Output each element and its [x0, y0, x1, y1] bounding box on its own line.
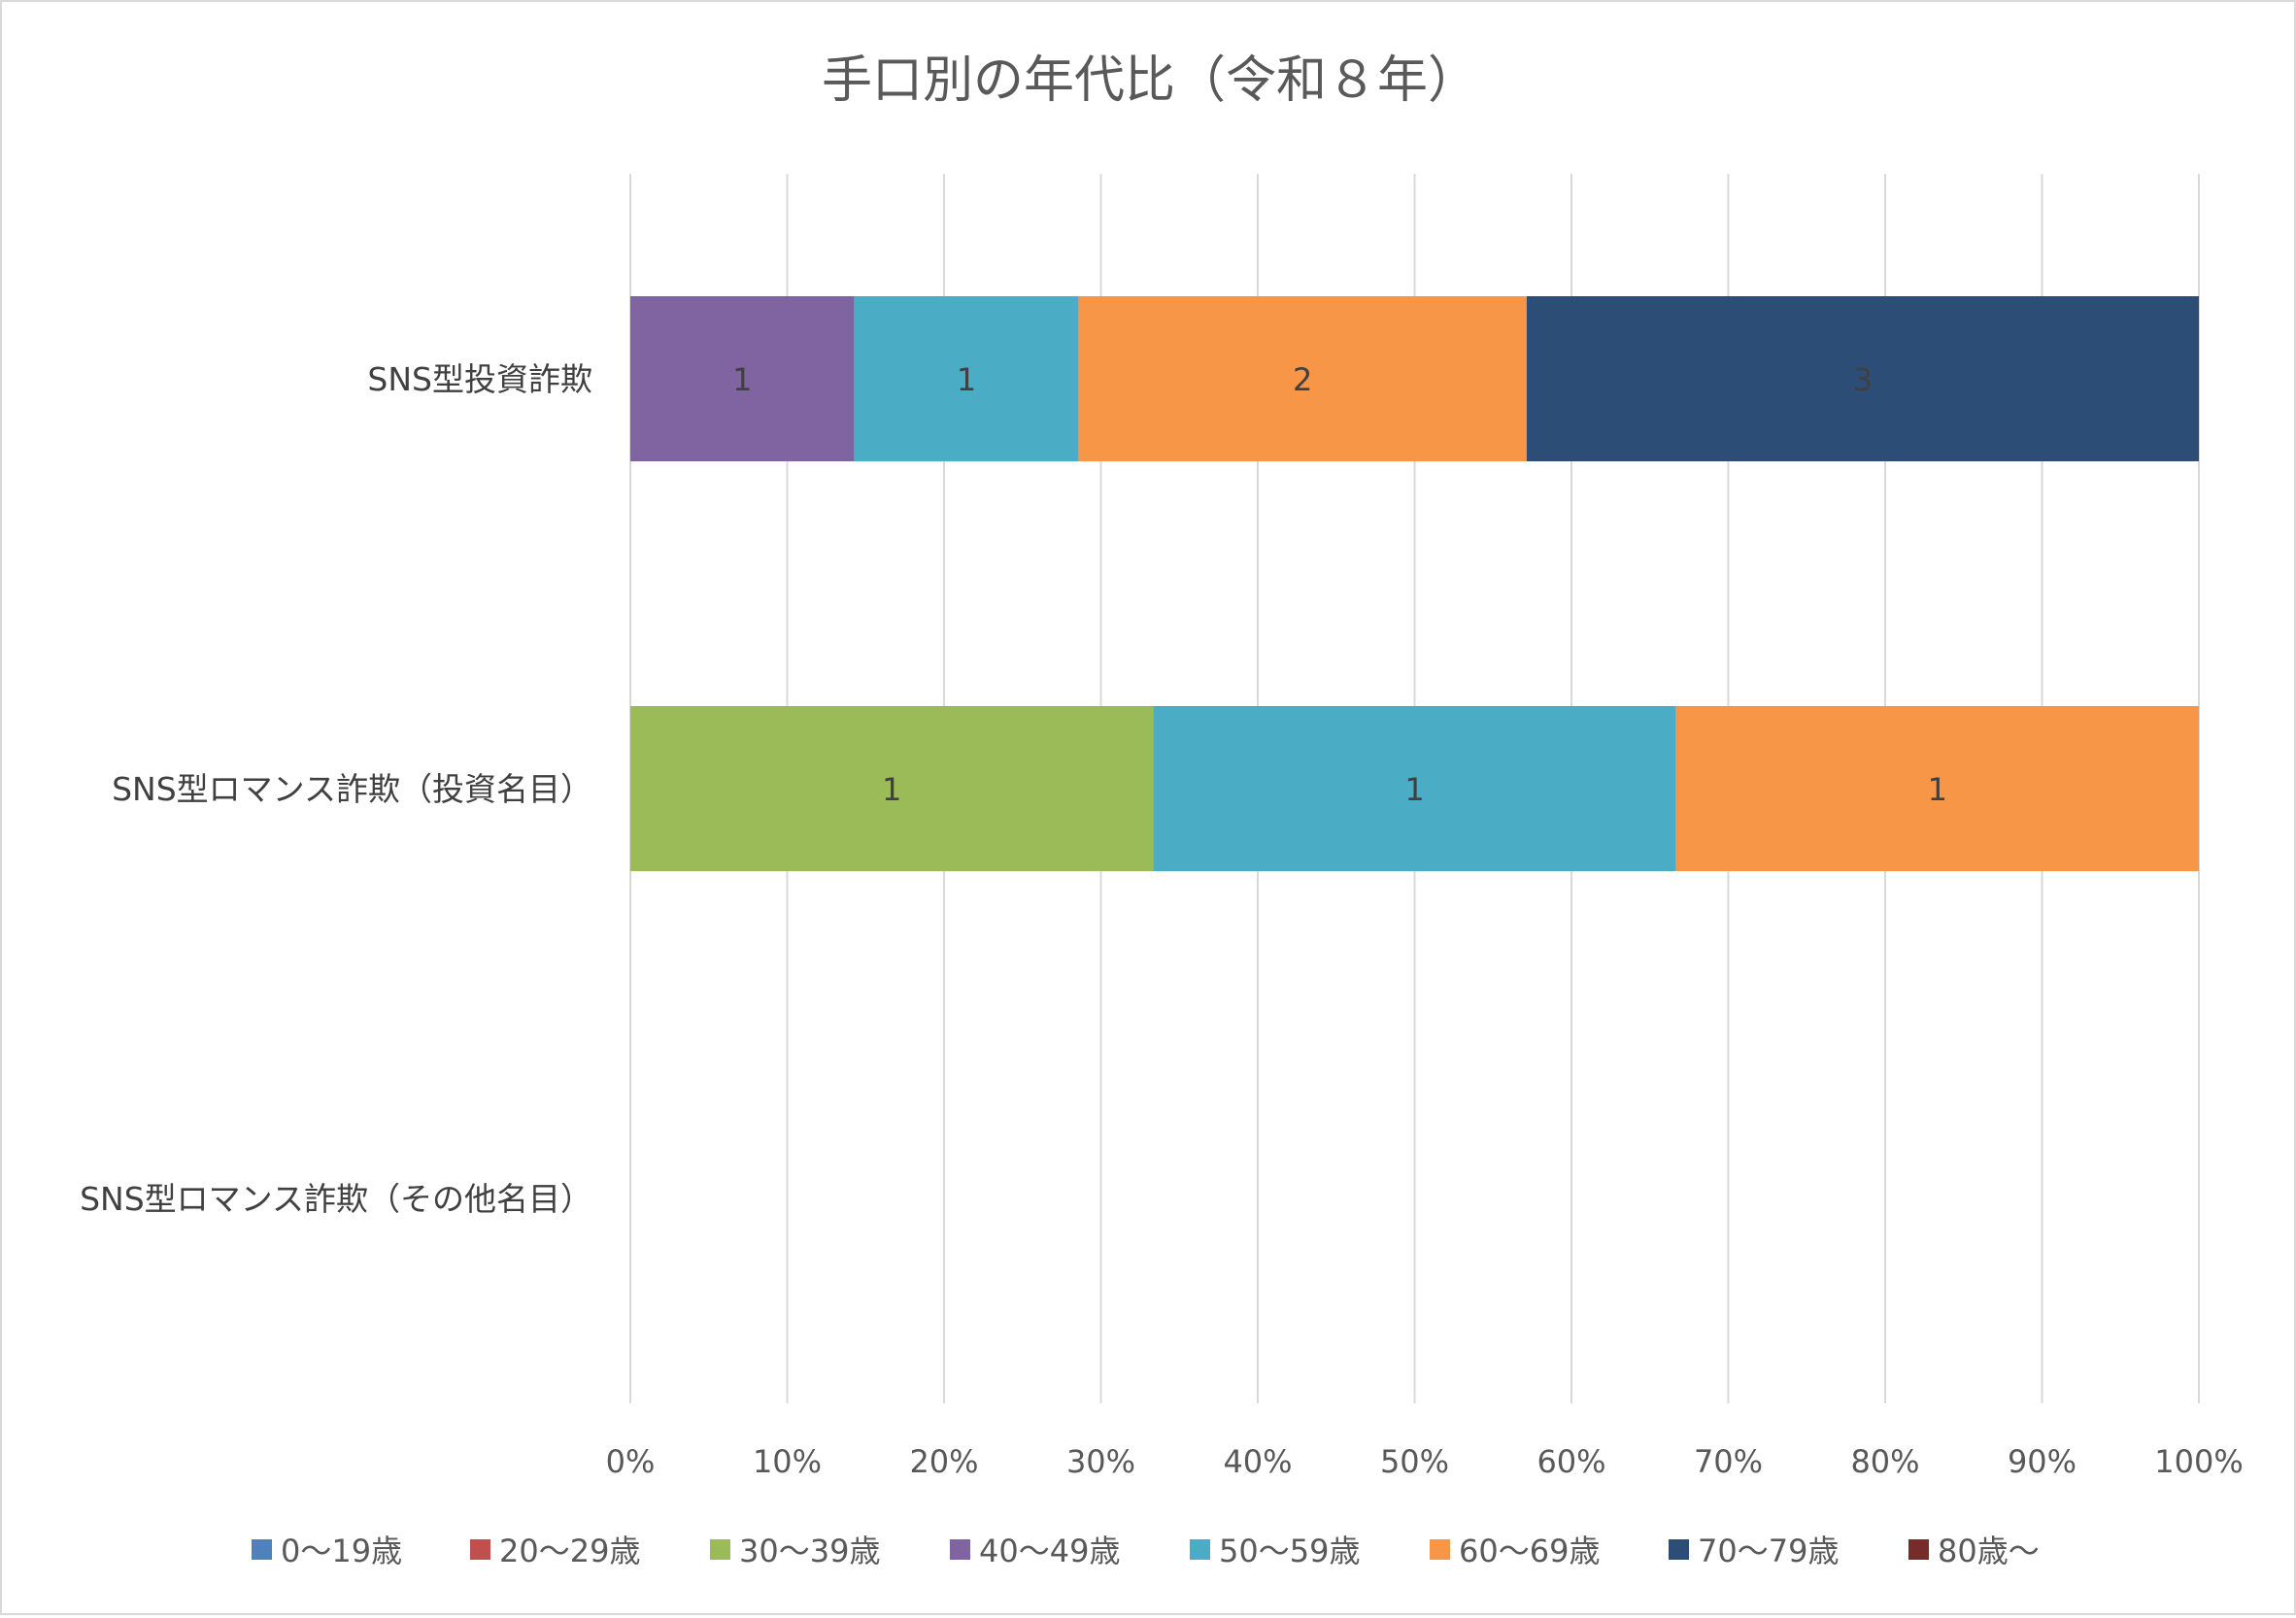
- legend-label: 20～29歳: [499, 1533, 640, 1569]
- legend-label: 80歳～: [1938, 1533, 2040, 1569]
- x-tick-label: 40%: [1223, 1443, 1292, 1480]
- category-labels: SNS型投資詐欺 SNS型ロマンス詐欺（投資名目） SNS型ロマンス詐欺（その他名目…: [80, 360, 592, 1218]
- bar-segment: [630, 296, 855, 461]
- x-tick-label: 80%: [1850, 1443, 1919, 1480]
- legend-label: 30～39歳: [739, 1533, 880, 1569]
- legend-swatch: [1430, 1539, 1450, 1560]
- legend-swatch: [1908, 1539, 1929, 1560]
- legend-label: 0～19歳: [281, 1533, 402, 1569]
- category-label: SNS型ロマンス詐欺（その他名目）: [80, 1180, 592, 1218]
- data-label: 1: [957, 361, 976, 398]
- x-tick-label: 10%: [753, 1443, 822, 1480]
- bar-segment: [1153, 706, 1676, 871]
- x-tick-label: 100%: [2154, 1443, 2243, 1480]
- bar-segment: [1078, 296, 1527, 461]
- legend-label: 50～59歳: [1219, 1533, 1360, 1569]
- data-label: 1: [732, 361, 752, 398]
- x-tick-label: 70%: [1694, 1443, 1763, 1480]
- x-tick-label: 20%: [909, 1443, 978, 1480]
- legend-swatch: [1190, 1539, 1210, 1560]
- data-label: 1: [1928, 771, 1947, 808]
- legend-swatch: [252, 1539, 272, 1560]
- legend-label: 60～69歳: [1459, 1533, 1600, 1569]
- legend: 0～19歳 20～29歳 30～39歳 40～49歳 50～59歳 60～69歳 70～79…: [252, 1533, 2040, 1569]
- bars: [630, 296, 2199, 871]
- bar-segment: [630, 706, 1154, 871]
- chart-title: 手口別の年代比（令和８年）: [822, 51, 1478, 110]
- legend-swatch: [950, 1539, 970, 1560]
- legend-label: 70～79歳: [1698, 1533, 1839, 1569]
- bar-segment: [1675, 706, 2199, 871]
- legend-label: 40～49歳: [979, 1533, 1120, 1569]
- legend-swatch: [710, 1539, 730, 1560]
- bar-segment: [854, 296, 1079, 461]
- data-label: 1: [1404, 771, 1424, 808]
- data-label: 2: [1293, 361, 1312, 398]
- data-label: 3: [1853, 361, 1873, 398]
- data-labels: 1 1 2 3 1 1 1: [732, 361, 1947, 808]
- data-label: 1: [882, 771, 901, 808]
- category-label: SNS型ロマンス詐欺（投資名目）: [112, 770, 592, 808]
- category-label: SNS型投資詐欺: [367, 360, 592, 398]
- legend-swatch: [470, 1539, 490, 1560]
- x-tick-label: 60%: [1536, 1443, 1605, 1480]
- x-axis-ticks: 0% 10% 20% 30% 40% 50% 60% 70% 80% 90% 100%: [606, 1443, 2244, 1480]
- x-tick-label: 90%: [2008, 1443, 2077, 1480]
- x-tick-label: 30%: [1066, 1443, 1135, 1480]
- legend-swatch: [1669, 1539, 1689, 1560]
- x-tick-label: 0%: [606, 1443, 656, 1480]
- x-tick-label: 50%: [1380, 1443, 1449, 1480]
- bar-segment: [1526, 296, 2199, 461]
